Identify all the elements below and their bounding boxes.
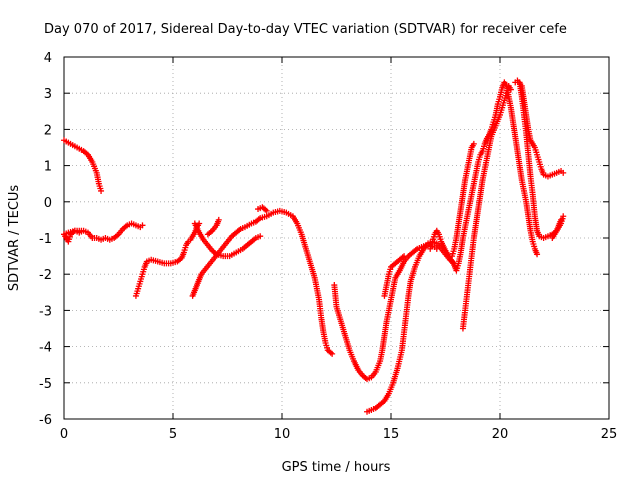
y-tick-label: 4 (44, 51, 52, 66)
x-tick-label: 15 (383, 427, 400, 442)
y-tick-label: -3 (39, 304, 52, 319)
y-tick-label: -5 (39, 377, 52, 392)
series-7 (255, 204, 270, 214)
series-16 (549, 213, 567, 241)
series-12 (459, 82, 514, 332)
series-1 (61, 220, 146, 245)
series-8 (331, 242, 440, 383)
x-tick-label: 20 (492, 427, 509, 442)
series-markers (364, 238, 458, 415)
series-markers (204, 216, 222, 238)
y-tick-label: -4 (39, 341, 52, 356)
series-markers (61, 220, 146, 245)
y-tick-label: 2 (44, 123, 52, 138)
series-11 (427, 79, 541, 274)
y-tick-label: -2 (39, 268, 52, 283)
series-markers (427, 79, 541, 274)
series-markers (381, 253, 408, 299)
series-markers (549, 213, 567, 241)
x-tick-label: 25 (601, 427, 618, 442)
x-tick-label: 10 (274, 427, 291, 442)
series-3 (132, 220, 203, 299)
series-9 (364, 238, 458, 415)
y-tick-label: -1 (39, 232, 52, 247)
series-markers (61, 227, 85, 238)
y-axis-label: SDTVAR / TECUs (7, 185, 22, 292)
series-markers (132, 220, 203, 299)
x-axis-label: GPS time / hours (282, 460, 391, 475)
series-10 (381, 253, 408, 299)
series-2 (61, 227, 85, 238)
series-markers (331, 242, 440, 383)
data-series (61, 77, 567, 415)
series-markers (189, 207, 336, 357)
axis-ticks: 0 5 10 15 20 25 -6 -5 -4 -3 -2 -1 0 1 2 3 4 (39, 51, 617, 442)
series-markers (449, 140, 477, 260)
series-13 (449, 140, 477, 260)
series-markers (255, 204, 270, 214)
y-tick-label: 0 (44, 196, 52, 211)
y-tick-label: 3 (44, 87, 52, 102)
chart-title: Day 070 of 2017, Sidereal Day-to-day VTE… (44, 22, 567, 37)
series-markers (61, 137, 105, 194)
series-5 (189, 207, 336, 357)
y-tick-label: 1 (44, 160, 52, 175)
series-6 (204, 216, 222, 238)
series-markers (459, 82, 514, 332)
series-0 (61, 137, 105, 194)
y-tick-label: -6 (39, 413, 52, 428)
x-tick-label: 0 (60, 427, 68, 442)
x-tick-label: 5 (169, 427, 177, 442)
